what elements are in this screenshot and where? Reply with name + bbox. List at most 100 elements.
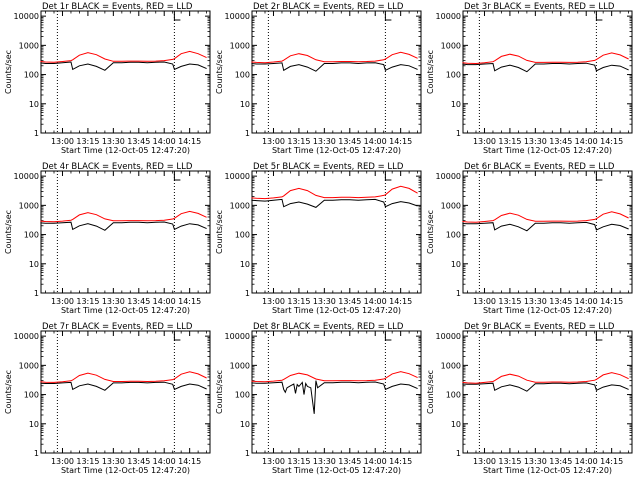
x-axis-label: Start Time (12-Oct-05 12:47:20) (272, 306, 401, 315)
chart-panel-7r: Det 7r BLACK = Events, RED = LLD Counts/s… (4, 322, 211, 475)
interval-bracket-marker (384, 332, 392, 341)
x-tick-label: 13:30 (313, 137, 336, 146)
chart-title: Det 8r BLACK = Events, RED = LLD (253, 322, 404, 332)
y-tick-label: 1 (245, 129, 250, 138)
x-tick-label: 14:00 (364, 137, 387, 146)
chart-title: Det 7r BLACK = Events, RED = LLD (42, 322, 193, 332)
x-tick-label: 14:00 (364, 457, 387, 466)
series-line-events (462, 221, 629, 232)
x-tick-label: 14:15 (178, 137, 201, 146)
y-tick-label: 1 (34, 289, 39, 298)
interval-bracket-marker (384, 12, 392, 21)
x-tick-label: 13:15 (287, 457, 310, 466)
chart-title: Det 9r BLACK = Events, RED = LLD (464, 322, 615, 332)
x-axis-label: Start Time (12-Oct-05 12:47:20) (483, 146, 612, 155)
y-tick-label: 10 (29, 100, 39, 109)
series-line-events (40, 221, 207, 231)
x-tick-label: 14:00 (575, 137, 598, 146)
y-axis-label: Counts/sec (4, 370, 13, 414)
x-tick-label: 13:45 (549, 297, 572, 306)
y-tick-label: 1 (245, 449, 250, 458)
x-tick-label: 13:00 (473, 457, 496, 466)
chart-panel-4r: Det 4r BLACK = Events, RED = LLD Counts/s… (4, 162, 211, 315)
x-tick-label: 13:00 (51, 457, 74, 466)
x-tick-label: 14:00 (364, 297, 387, 306)
x-tick-label: 13:15 (76, 457, 99, 466)
plot-frame (251, 170, 422, 294)
x-axis-label: Start Time (12-Oct-05 12:47:20) (61, 466, 190, 475)
x-tick-label: 13:15 (76, 297, 99, 306)
plot-frame (462, 170, 633, 294)
y-tick-label: 100 (446, 71, 461, 80)
series-line-lld (40, 50, 207, 63)
y-tick-label: 1000 (441, 361, 461, 370)
y-tick-label: 1000 (441, 41, 461, 50)
y-tick-label: 10000 (436, 12, 461, 21)
x-tick-label: 13:45 (549, 137, 572, 146)
series-line-events (40, 61, 207, 71)
chart-panel-5r: Det 5r BLACK = Events, RED = LLD Counts/s… (215, 162, 422, 315)
y-tick-label: 10 (451, 100, 461, 109)
x-tick-label: 13:00 (473, 137, 496, 146)
x-tick-label: 14:00 (575, 457, 598, 466)
x-tick-label: 14:00 (153, 297, 176, 306)
y-tick-label: 1 (34, 129, 39, 138)
y-tick-label: 1000 (441, 201, 461, 210)
y-tick-label: 1000 (19, 361, 39, 370)
plot-frame (251, 10, 422, 134)
x-tick-label: 13:30 (313, 457, 336, 466)
x-tick-label: 13:00 (262, 137, 285, 146)
x-tick-label: 13:15 (287, 297, 310, 306)
x-tick-label: 14:00 (153, 457, 176, 466)
x-tick-label: 14:15 (178, 297, 201, 306)
series-line-lld (462, 211, 629, 223)
y-tick-label: 10000 (225, 172, 250, 181)
x-tick-label: 14:00 (575, 297, 598, 306)
y-tick-label: 10000 (436, 332, 461, 341)
x-tick-label: 13:30 (102, 137, 125, 146)
y-axis-label: Counts/sec (4, 50, 13, 94)
x-tick-label: 13:00 (262, 297, 285, 306)
interval-bracket-marker (173, 172, 181, 181)
y-tick-label: 1 (245, 289, 250, 298)
chart-panel-9r: Det 9r BLACK = Events, RED = LLD Counts/s… (426, 322, 633, 475)
y-tick-label: 10000 (225, 12, 250, 21)
y-tick-label: 1000 (19, 41, 39, 50)
chart-panel-2r: Det 2r BLACK = Events, RED = LLD Counts/s… (215, 2, 422, 155)
y-tick-label: 10 (240, 100, 250, 109)
x-tick-label: 13:15 (498, 297, 521, 306)
interval-bracket-marker (595, 12, 603, 21)
interval-bracket-marker (384, 172, 392, 181)
chart-title: Det 4r BLACK = Events, RED = LLD (42, 162, 193, 172)
y-tick-label: 1000 (19, 201, 39, 210)
plot-frame (40, 170, 211, 294)
y-tick-label: 10000 (436, 172, 461, 181)
x-axis-label: Start Time (12-Oct-05 12:47:20) (61, 146, 190, 155)
interval-bracket-marker (595, 332, 603, 341)
y-tick-label: 1 (456, 129, 461, 138)
x-tick-label: 13:30 (524, 457, 547, 466)
x-tick-label: 13:30 (524, 297, 547, 306)
y-axis-label: Counts/sec (4, 210, 13, 254)
y-tick-label: 100 (235, 231, 250, 240)
x-axis-label: Start Time (12-Oct-05 12:47:20) (483, 306, 612, 315)
y-tick-label: 10000 (14, 332, 39, 341)
x-tick-label: 13:30 (102, 457, 125, 466)
interval-bracket-marker (595, 172, 603, 181)
y-tick-label: 1 (34, 449, 39, 458)
x-tick-label: 13:15 (287, 137, 310, 146)
x-tick-label: 14:15 (600, 457, 623, 466)
plot-frame (251, 330, 422, 454)
y-tick-label: 10000 (14, 12, 39, 21)
chart-title: Det 1r BLACK = Events, RED = LLD (42, 2, 193, 12)
series-line-lld (40, 210, 207, 223)
series-line-lld (462, 372, 629, 384)
y-tick-label: 100 (235, 391, 250, 400)
x-tick-label: 13:30 (102, 297, 125, 306)
x-tick-label: 13:00 (262, 457, 285, 466)
chart-title: Det 5r BLACK = Events, RED = LLD (253, 162, 404, 172)
series-line-events (251, 198, 418, 208)
y-tick-label: 10000 (14, 172, 39, 181)
y-tick-label: 100 (24, 71, 39, 80)
